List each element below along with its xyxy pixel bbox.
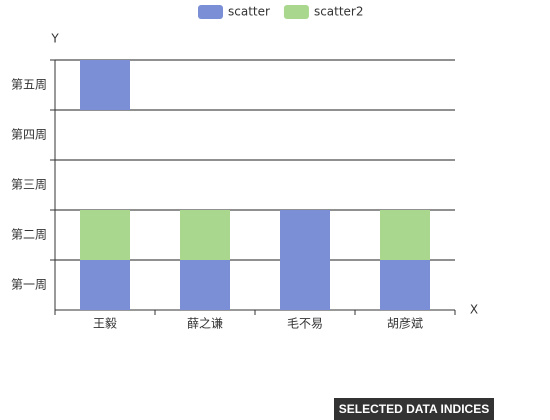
y-tick-label: 第五周 [11,78,47,92]
x-tick-label: 薛之谦 [187,317,223,331]
point [380,210,430,260]
point [80,210,130,260]
point [180,260,230,310]
point [280,210,330,260]
y-tick-label: 第二周 [11,228,47,242]
point [80,60,130,110]
point [80,260,130,310]
legend-swatch [283,5,309,19]
x-tick-label: 胡彦斌 [387,316,423,331]
point [280,260,330,310]
point [380,260,430,310]
legend-label: scatter2 [314,5,364,19]
x-axis-label: X [470,303,478,317]
y-tick-label: 第三周 [11,178,47,192]
x-tick-label: 王毅 [93,316,117,331]
x-tick-label: 毛不易 [287,317,323,331]
y-axis-label: Y [50,32,59,46]
point [180,210,230,260]
legend-swatch [198,5,223,19]
y-tick-label: 第一周 [11,278,47,292]
selected-indices-button[interactable]: SELECTED DATA INDICES [334,398,494,420]
legend-label: scatter [228,5,270,19]
y-tick-label: 第四周 [11,128,47,142]
